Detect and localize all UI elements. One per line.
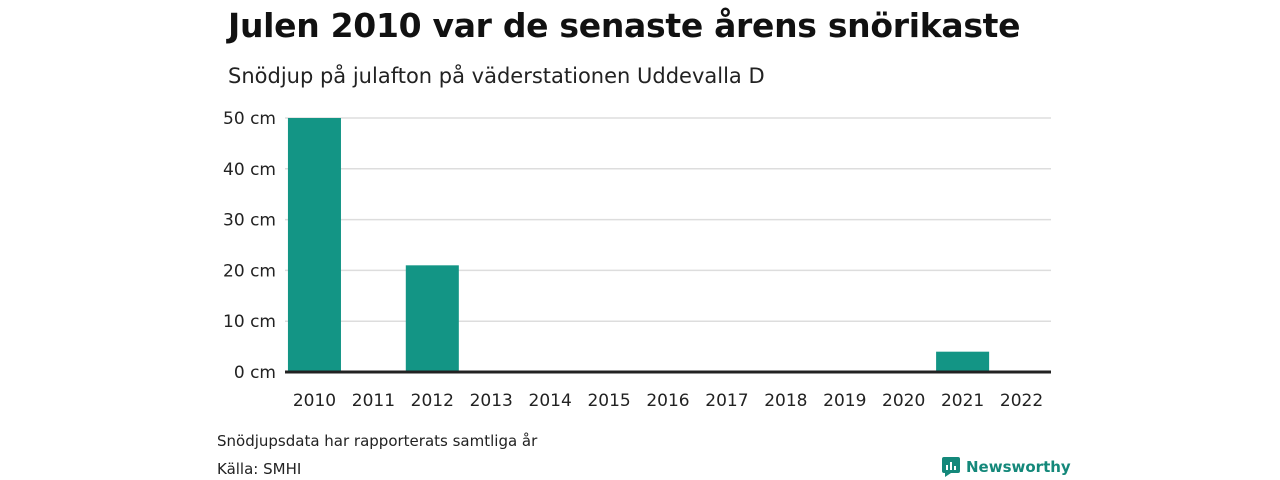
x-tick-label: 2018 — [764, 391, 807, 411]
x-tick-label: 2015 — [587, 391, 630, 411]
x-tick-label: 2011 — [352, 391, 395, 411]
y-tick-label: 40 cm — [223, 160, 276, 180]
footnote: Snödjupsdata har rapporterats samtliga å… — [217, 432, 538, 450]
bar-2010 — [287, 118, 341, 372]
x-tick-label: 2020 — [882, 391, 925, 411]
x-tick-label: 2022 — [1000, 391, 1043, 411]
gridlines — [285, 117, 1051, 322]
y-tick-label: 0 cm — [234, 363, 276, 383]
chart-title: Julen 2010 var de senaste årens snörikas… — [228, 6, 1021, 45]
bar-2021 — [936, 351, 990, 372]
y-tick-label: 50 cm — [223, 109, 276, 129]
x-tick-label: 2013 — [470, 391, 513, 411]
newsworthy-logo-icon — [942, 457, 960, 477]
bars — [287, 118, 990, 372]
y-tick-label: 30 cm — [223, 211, 276, 231]
brand-name: Newsworthy — [966, 458, 1071, 476]
source-label: Källa: SMHI — [217, 460, 302, 478]
chart-subtitle: Snödjup på julafton på väderstationen Ud… — [228, 64, 765, 88]
x-tick-label: 2014 — [529, 391, 572, 411]
x-tick-label: 2016 — [646, 391, 689, 411]
brand-logo: Newsworthy — [942, 457, 1071, 477]
bar-2012 — [405, 265, 459, 372]
y-axis-labels: 0 cm 10 cm 20 cm 30 cm 40 cm 50 cm — [223, 109, 276, 383]
x-tick-label: 2019 — [823, 391, 866, 411]
x-tick-label: 2012 — [411, 391, 454, 411]
x-tick-label: 2021 — [941, 391, 984, 411]
x-tick-label: 2017 — [705, 391, 748, 411]
x-tick-label: 2010 — [293, 391, 336, 411]
x-axis-labels: 2010 2011 2012 2013 2014 2015 2016 2017 2018 2019… — [293, 391, 1043, 411]
y-tick-label: 20 cm — [223, 261, 276, 281]
y-tick-label: 10 cm — [223, 312, 276, 332]
